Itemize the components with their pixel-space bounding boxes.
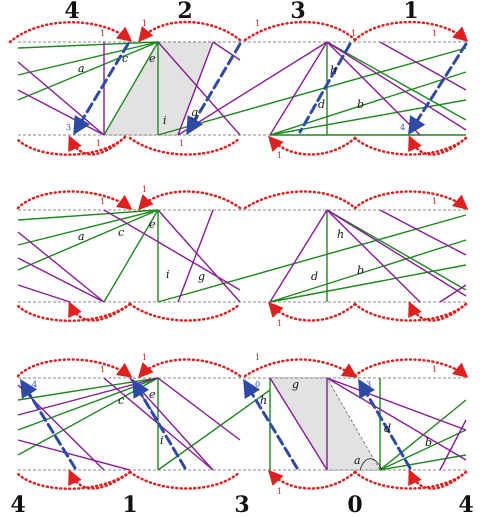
panel-2-label: a — [78, 230, 85, 243]
panel-1-red-arcs-top — [8, 20, 469, 44]
arrow-mark: 1 — [277, 487, 282, 496]
bottom-number-row: 4 1 3 0 4 — [10, 492, 473, 518]
arrow-mark: 3 — [366, 380, 371, 389]
arrow-mark: 1 — [100, 365, 105, 374]
panel-3-label: i — [160, 434, 164, 447]
panel-1-label: g — [191, 106, 198, 119]
panel-3-label: e — [149, 388, 156, 401]
panel-3-red-arcs-bottom — [16, 469, 468, 490]
bottom-number: 0 — [347, 492, 362, 518]
panel-2-label: c — [118, 226, 124, 239]
arrow-mark: 4 — [400, 123, 405, 132]
panel-3: c e i h g a d b 1 4 1 1 0 3 1 1 — [16, 353, 469, 496]
arrow-mark: 1 — [142, 19, 147, 28]
panel-1-green-strands — [17, 41, 467, 136]
arrow-mark: 1 — [142, 353, 147, 362]
arrow-mark: 1 — [432, 365, 437, 374]
panel-1-label: h — [330, 64, 337, 77]
panel-2: a c e i g h d b 1 1 1 1 — [16, 185, 469, 328]
top-number: 3 — [290, 0, 305, 24]
panel-2-green-strands — [17, 209, 467, 303]
panel-1-label: d — [318, 98, 325, 111]
panel-1-arrow-marks: 1 1 1 1 1 3 1 1 1 4 — [66, 19, 437, 160]
panel-2-label: e — [149, 218, 156, 231]
panel-1: a c e i g h d b 1 1 1 1 1 3 1 1 1 4 — [8, 19, 469, 160]
arrow-mark: 0 — [255, 380, 260, 389]
panel-3-label: b — [425, 436, 432, 449]
top-number: 2 — [177, 0, 192, 24]
panel-1-blue-paths — [73, 42, 468, 136]
panel-2-purple-strands — [17, 209, 467, 303]
panel-2-arrow-marks: 1 1 1 1 — [100, 185, 437, 328]
panel-1-label: c — [122, 52, 128, 65]
panel-1-label: e — [149, 52, 156, 65]
panel-3-purple-strands — [17, 377, 467, 471]
arrow-mark: 1 — [277, 319, 282, 328]
panel-3-red-arcs-top — [16, 358, 469, 379]
panel-3-arc-a — [359, 458, 383, 471]
arrow-mark: 1 — [255, 353, 260, 362]
arrow-mark: 1 — [432, 29, 437, 38]
bottom-number: 4 — [10, 492, 25, 518]
top-number: 1 — [403, 0, 418, 24]
panel-3-arrow-marks: 1 4 1 1 0 3 1 1 — [32, 353, 437, 496]
panel-3-label: a — [354, 454, 361, 467]
panel-3-green-strands — [17, 377, 467, 471]
panel-1-purple-strands — [17, 41, 467, 136]
panel-2-label: b — [357, 264, 364, 277]
panel-2-label: g — [198, 270, 205, 283]
arrow-mark: 1 — [96, 139, 101, 148]
panel-2-red-arcs-top — [16, 190, 469, 211]
top-number-row: 4 2 3 1 — [64, 0, 418, 24]
bottom-number: 1 — [122, 492, 137, 518]
panel-3-label: c — [118, 394, 124, 407]
top-number: 4 — [64, 0, 79, 24]
arrow-mark: 4 — [32, 380, 37, 389]
panel-3-blue-paths — [20, 378, 412, 470]
panel-2-label: h — [337, 228, 344, 241]
panel-3-label: h — [260, 394, 267, 407]
arrow-mark: 1 — [432, 197, 437, 206]
panel-3-label: d — [384, 422, 391, 435]
panel-3-label: g — [292, 378, 299, 391]
arrow-mark: 1 — [255, 19, 260, 28]
arrow-mark: 1 — [100, 197, 105, 206]
panel-2-label: i — [166, 268, 170, 281]
panel-1-red-arcs-bottom — [16, 135, 468, 156]
panel-1-label: i — [163, 114, 167, 127]
panel-2-label: d — [311, 270, 318, 283]
bottom-number: 4 — [458, 492, 473, 518]
arrow-mark: 3 — [66, 123, 71, 132]
arrow-mark: 1 — [142, 185, 147, 194]
arrow-mark: 1 — [277, 151, 282, 160]
panel-1-label: a — [78, 62, 85, 75]
arrow-mark: 1 — [351, 29, 356, 38]
panel-2-red-arcs-bottom — [16, 301, 468, 322]
arrow-mark: 1 — [100, 29, 105, 38]
arrow-mark: 1 — [179, 139, 184, 148]
bottom-number: 3 — [234, 492, 249, 518]
panel-1-label: b — [357, 98, 364, 111]
